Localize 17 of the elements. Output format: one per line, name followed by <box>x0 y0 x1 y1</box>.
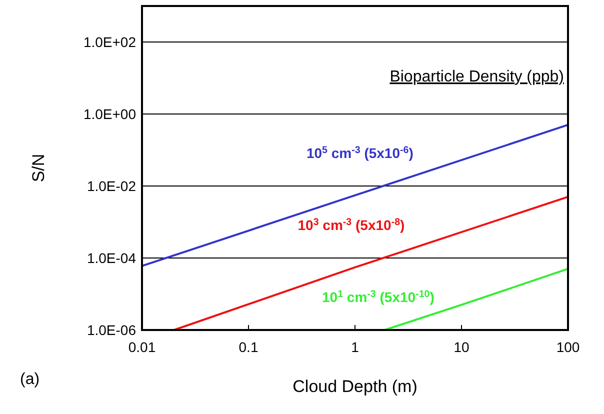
y-tick-label: 1.0E-06 <box>86 322 136 338</box>
x-tick-label: 0.1 <box>238 339 258 355</box>
x-tick-label: 1 <box>351 339 360 355</box>
x-tick-label: 10 <box>454 339 470 355</box>
legend-title: Bioparticle Density (ppb) <box>390 68 564 86</box>
series-label: 10$^{3}$ cm$^{-3}$ (5x10$^{-8}$) <box>298 216 405 233</box>
series-label: 10$^{1}$ cm$^{-3}$ (5x10$^{-10}$) <box>322 288 434 305</box>
x-axis-title: Cloud Depth (m) <box>292 377 418 396</box>
x-tick-label: 0.01 <box>128 339 156 355</box>
y-axis-title: S/N <box>29 154 48 182</box>
series-label: 10$^{5}$ cm$^{-3}$ (5x10$^{-6}$) <box>306 144 414 161</box>
text: (a) <box>20 371 40 388</box>
y-tick-label: 1.0E+02 <box>83 34 136 50</box>
y-tick-label: 1.0E+00 <box>83 106 136 122</box>
y-tick-label: 1.0E-04 <box>86 250 136 266</box>
x-tick-label: 100 <box>556 339 580 355</box>
y-tick-label: 1.0E-02 <box>86 178 136 194</box>
